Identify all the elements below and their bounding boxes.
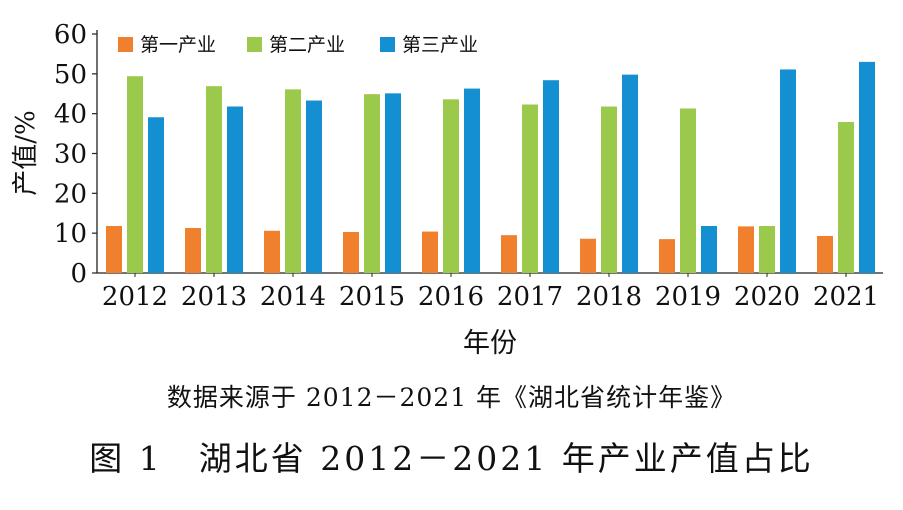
legend-swatch xyxy=(247,37,262,52)
y-tick-label: 50 xyxy=(54,60,87,90)
bar xyxy=(601,106,617,273)
bar xyxy=(738,226,754,273)
y-axis-label: 产值/% xyxy=(11,110,41,195)
x-tick-label: 2018 xyxy=(576,282,642,312)
chart-bars xyxy=(106,61,875,274)
y-tick-label: 40 xyxy=(54,100,87,130)
chart-axes: 0 10 20 30 40 50 60 产值/% 年份 2012 2013 2014 2015 2016 2… xyxy=(11,20,883,359)
bar xyxy=(522,104,538,273)
legend-swatch xyxy=(380,37,395,52)
x-tick-label: 2021 xyxy=(813,282,879,312)
bar xyxy=(422,231,438,273)
bar xyxy=(501,235,517,273)
y-tick-label: 0 xyxy=(70,259,87,289)
bar xyxy=(859,61,875,274)
bar xyxy=(306,100,322,273)
bar xyxy=(264,230,280,273)
y-tick-label: 60 xyxy=(54,20,87,50)
bar xyxy=(580,238,596,273)
x-tick-label: 2017 xyxy=(497,282,563,312)
bar xyxy=(759,225,775,273)
y-tick-label: 10 xyxy=(54,219,87,249)
legend-label: 第一产业 xyxy=(140,34,216,56)
x-tick-label: 2019 xyxy=(655,282,721,312)
x-tick-label: 2012 xyxy=(102,282,168,312)
bar xyxy=(148,117,164,273)
legend-label: 第二产业 xyxy=(269,34,345,56)
figure-title: 图 1 湖北省 2012－2021 年产业产值占比 xyxy=(89,439,814,478)
bar xyxy=(817,235,833,273)
bar xyxy=(206,86,222,273)
bar xyxy=(838,122,854,273)
bar xyxy=(385,93,401,273)
bar xyxy=(343,231,359,273)
x-tick-label: 2016 xyxy=(418,282,484,312)
bar xyxy=(701,225,717,273)
bar xyxy=(127,76,143,274)
bar xyxy=(659,239,675,273)
bar xyxy=(364,94,380,273)
bar xyxy=(227,106,243,273)
legend-label: 第三产业 xyxy=(402,34,478,56)
bar xyxy=(780,69,796,274)
bar xyxy=(285,89,301,273)
x-tick-label: 2015 xyxy=(339,282,405,312)
legend-swatch xyxy=(118,37,133,52)
chart-legend: 第一产业 第二产业 第三产业 xyxy=(118,34,478,56)
y-tick-label: 20 xyxy=(54,179,87,209)
x-tick-label: 2014 xyxy=(260,282,326,312)
bar xyxy=(622,74,638,273)
bar xyxy=(185,227,201,273)
y-tick-label: 30 xyxy=(54,140,87,170)
bar xyxy=(680,108,696,273)
data-source-caption: 数据来源于 2012－2021 年《湖北省统计年鉴》 xyxy=(166,383,737,412)
bar xyxy=(464,88,480,274)
x-axis-label: 年份 xyxy=(463,328,517,359)
bar xyxy=(106,225,122,273)
x-tick-label: 2020 xyxy=(734,282,800,312)
bar xyxy=(543,80,559,273)
bar-chart: 0 10 20 30 40 50 60 产值/% 年份 2012 2013 2014 2015 2016 2… xyxy=(11,20,883,359)
bar xyxy=(443,99,459,274)
x-tick-label: 2013 xyxy=(181,282,247,312)
